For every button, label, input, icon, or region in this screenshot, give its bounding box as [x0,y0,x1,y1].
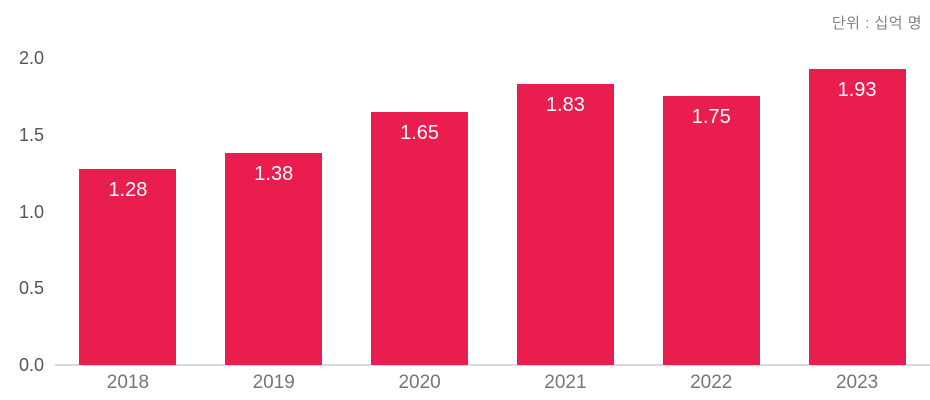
y-tick-label: 1.5 [18,124,44,145]
bar: 1.83 [516,84,614,365]
x-axis-line [55,364,930,366]
bar: 1.93 [808,68,906,365]
bar-value-label: 1.65 [400,121,440,144]
y-tick-label: 2.0 [18,48,44,68]
bar: 1.28 [79,168,177,365]
bar-value-label: 1.93 [837,78,877,101]
y-tick-label: 0.5 [18,278,44,299]
bar: 1.38 [225,153,323,365]
bar-value-label: 1.28 [108,178,148,201]
bar: 1.65 [371,111,469,365]
x-tick-label: 2021 [544,372,587,393]
x-tick-label: 2020 [398,372,441,393]
x-tick-label: 2022 [690,372,733,393]
bar-value-label: 1.75 [691,106,731,129]
x-tick-label: 2018 [106,372,150,393]
y-tick-label: 0.0 [18,355,44,375]
y-tick-label: 1.0 [18,201,44,222]
x-tick-label: 2019 [252,372,295,393]
unit-annotation: 단위 : 십억 명 [831,15,922,32]
bar-value-label: 1.83 [545,94,585,117]
x-tick-label: 2023 [835,372,879,393]
bar-value-label: 1.38 [254,163,294,186]
bar: 1.75 [662,96,760,365]
